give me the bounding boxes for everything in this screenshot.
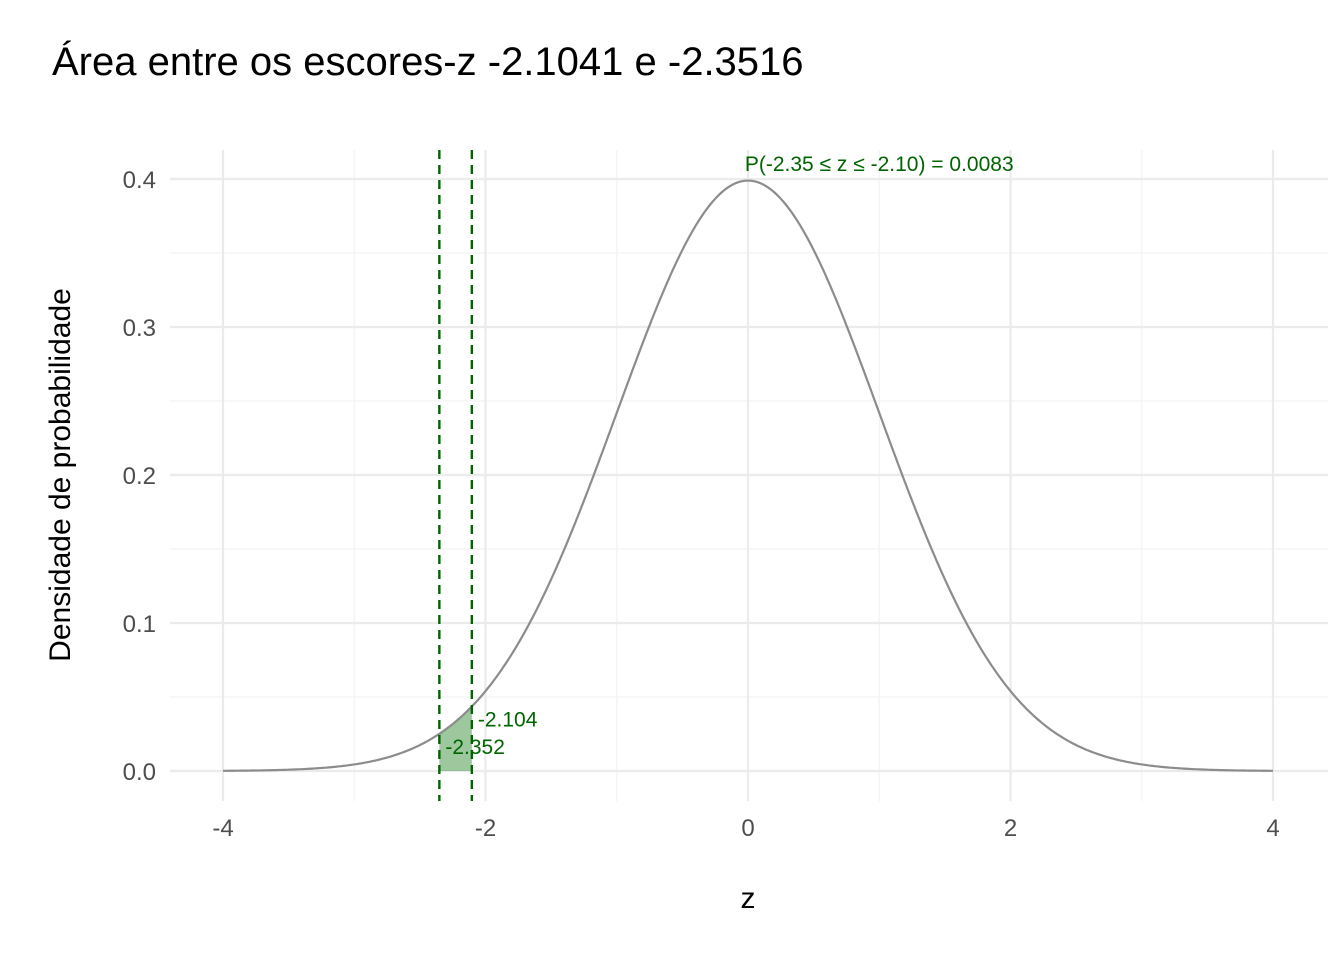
x-tick-label: 4 [1266,815,1279,842]
probability-annotation: P(-2.35 ≤ z ≤ -2.10) = 0.0083 [745,153,1014,176]
shaded-area [439,706,472,771]
annotations: -2.352 -2.104 P(-2.35 ≤ z ≤ -2.10) = 0.008… [445,153,1013,759]
x-tick-label: 2 [1004,815,1017,842]
reference-line-label: -2.104 [478,708,538,731]
reference-line-label: -2.352 [445,736,505,759]
density-curve [222,179,1274,772]
y-axis-title: Densidade de probabilidade [44,288,77,662]
chart-title: Área entre os escores-z -2.1041 e -2.351… [52,39,804,84]
y-tick-label: 0.3 [123,315,156,342]
y-tick-label: 0.0 [123,759,156,786]
x-tick-label: -2 [475,815,496,842]
axis-ticks: -4 -2 0 2 4 0.0 0.1 0.2 0.3 0.4 [123,167,1280,842]
y-tick-label: 0.1 [123,611,156,638]
x-tick-label: 0 [741,815,754,842]
y-tick-label: 0.2 [123,463,156,490]
x-axis-title: z [741,882,756,915]
y-tick-label: 0.4 [123,167,156,194]
curve-layer [222,179,1274,772]
reference-lines [438,150,474,801]
grid [170,150,1328,801]
x-tick-label: -4 [212,815,233,842]
shaded-area-layer [439,706,472,771]
